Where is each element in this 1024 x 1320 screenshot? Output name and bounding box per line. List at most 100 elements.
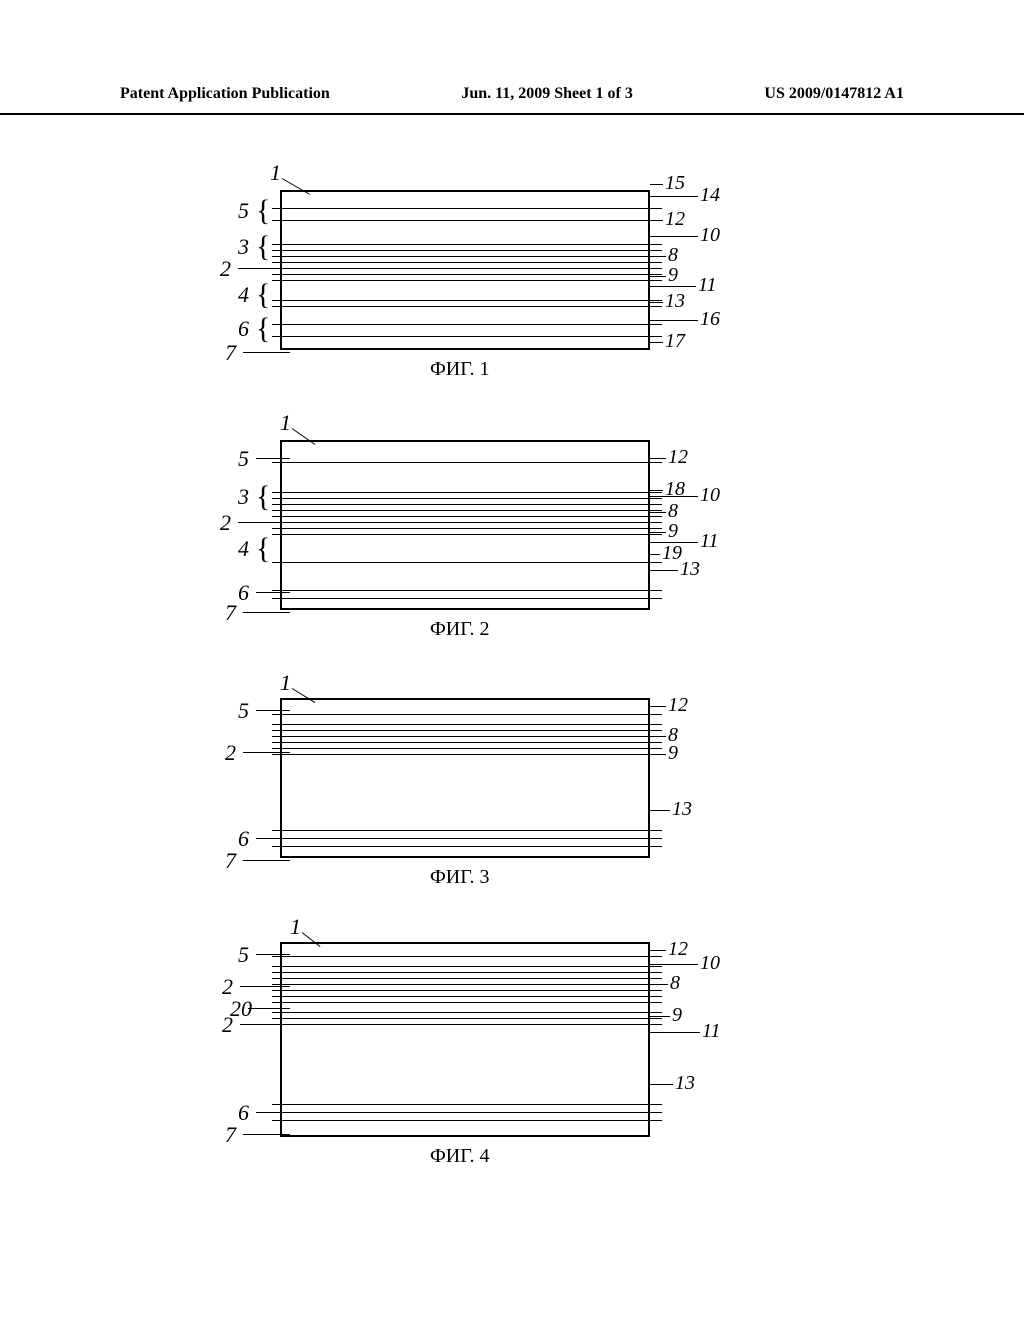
fig2-layer-line [282,522,648,523]
leader-line [256,838,290,839]
tick-left [272,742,286,743]
tick-left [272,1120,286,1121]
leader-line [240,1024,290,1025]
fig2-ref-18: 18 [665,478,685,501]
leader-line [243,352,290,353]
leader-line [256,592,290,593]
leader-line [650,458,666,459]
tick-left [272,1104,286,1105]
fig1-ref-10: 10 [700,224,720,247]
leader-line [650,570,678,571]
tick-right [648,846,662,847]
fig2-rect [280,440,650,610]
fig1-ref-11: 11 [698,274,717,297]
fig1-layer-line [282,306,648,307]
leader-line [238,268,290,269]
tick-right [648,956,662,957]
tick-left [272,956,286,957]
fig1-ref-12: 12 [665,208,685,231]
fig3: 15267128913ФИГ. 3 [280,698,650,918]
tick-left [272,1002,286,1003]
fig2-ref-4: 4 [238,536,249,562]
fig4-ref-7: 7 [225,1122,236,1148]
tick-left [272,996,286,997]
tick-left [272,256,286,257]
tick-right [648,838,662,839]
tick-left [272,966,286,967]
fig4-ref-5: 5 [238,942,249,968]
fig3-rect [280,698,650,858]
tick-left [272,846,286,847]
fig2-layer-line [282,534,648,535]
fig1-ref-15: 15 [665,172,685,195]
fig4-ref-9: 9 [672,1004,682,1027]
tick-right [648,1002,662,1003]
fig1-ref-1: 1 [270,160,281,186]
tick-left [272,528,286,529]
tick-left [272,300,286,301]
tick-left [272,208,286,209]
fig4-layer-line [282,996,648,997]
fig1-layer-line [282,274,648,275]
fig1-ref-17: 17 [665,330,685,353]
tick-right [648,300,662,301]
tick-left [272,590,286,591]
tick-right [648,990,662,991]
brace-icon: { [256,278,270,312]
tick-right [648,1018,662,1019]
fig3-layer-line [282,846,648,847]
tick-left [272,324,286,325]
fig4-ref-6: 6 [238,1100,249,1126]
fig3-layer-line [282,830,648,831]
leader-line [650,512,666,513]
fig3-ref-7: 7 [225,848,236,874]
tick-left [272,462,286,463]
leader-line [650,184,663,185]
fig1-layer-line [282,268,648,269]
fig4-ref-1: 1 [290,914,301,940]
leader-line [650,342,663,343]
leader-line [256,1112,290,1113]
tick-right [648,830,662,831]
fig2-ref-10: 10 [700,484,720,507]
tick-right [648,1024,662,1025]
tick-left [272,250,286,251]
leader-line [650,220,663,221]
fig4-layer-line [282,956,648,957]
fig1-layer-line [282,336,648,337]
brace-icon: { [256,230,270,264]
leader-line [650,496,698,497]
tick-right [648,966,662,967]
fig4-layer-line [282,1012,648,1013]
tick-right [648,972,662,973]
tick-right [648,250,662,251]
fig1: 15{3{24{6{7151412108911131617ФИГ. 1 [280,190,650,410]
tick-right [648,336,662,337]
brace-icon: { [256,312,270,346]
fig1-layer-line [282,244,648,245]
fig1-ref-4: 4 [238,282,249,308]
fig2-layer-line [282,504,648,505]
tick-left [272,1012,286,1013]
fig4-layer-line [282,972,648,973]
tick-left [272,724,286,725]
fig4-ref-12: 12 [668,938,688,961]
tick-right [648,1120,662,1121]
fig4-ref-10: 10 [700,952,720,975]
tick-right [648,274,662,275]
fig1-layer-line [282,280,648,281]
leader-line [650,1032,700,1033]
tick-left [272,748,286,749]
fig3-layer-line [282,748,648,749]
tick-right [648,742,662,743]
tick-left [272,562,286,563]
tick-right [648,244,662,245]
fig3-caption: ФИГ. 3 [430,866,490,889]
fig1-ref-6: 6 [238,316,249,342]
tick-left [272,516,286,517]
fig1-layer-line [282,250,648,251]
leader-line [240,986,290,987]
fig3-ref-2: 2 [225,740,236,766]
fig3-layer-line [282,724,648,725]
fig2-ref-12: 12 [668,446,688,469]
